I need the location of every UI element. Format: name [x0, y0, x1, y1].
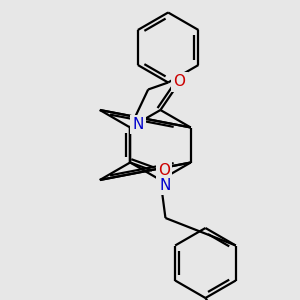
Text: O: O	[158, 163, 170, 178]
Text: O: O	[173, 74, 185, 89]
Text: N: N	[160, 178, 171, 193]
Text: N: N	[133, 117, 144, 132]
